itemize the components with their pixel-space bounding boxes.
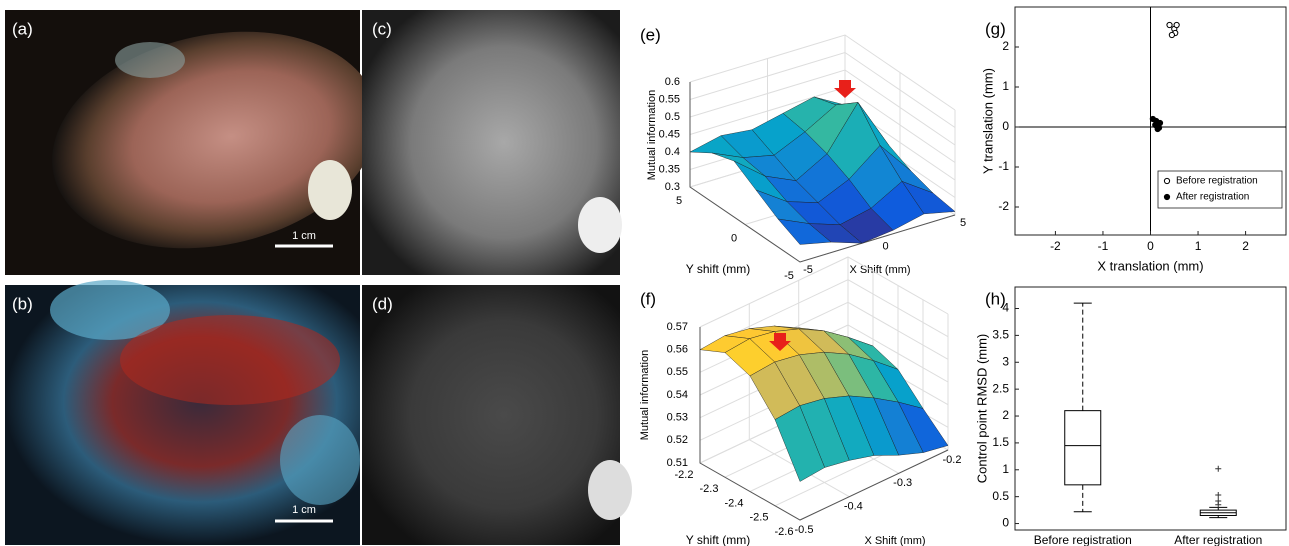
photo-c: (c) [362, 10, 622, 275]
axis-title: Mutual information [639, 350, 651, 441]
y-tick-label: 2 [1002, 39, 1009, 53]
legend-label: Before registration [1176, 176, 1258, 187]
z-tick-label: 0.4 [665, 146, 680, 158]
z-tick-label: 0.54 [667, 389, 688, 401]
legend-marker [1164, 194, 1169, 199]
box [1065, 411, 1101, 485]
x-tick-label: -0.4 [844, 501, 863, 513]
outlier [1215, 492, 1221, 498]
x-tick-label: -2 [1050, 239, 1061, 253]
photo-a: (a) 1 cm [5, 3, 398, 277]
y-tick-label: 5 [676, 195, 682, 207]
axis-title: X Shift (mm) [849, 264, 910, 276]
z-tick-label: 0.55 [659, 93, 680, 105]
z-tick-label: 0.45 [659, 128, 680, 140]
y-tick-label: -2 [998, 199, 1009, 213]
axis-title: X Shift (mm) [864, 535, 925, 546]
x-tick-label: 1 [1195, 239, 1202, 253]
y-tick-label: 2.5 [992, 381, 1009, 395]
plot-frame [1015, 287, 1286, 530]
grid-line [690, 35, 955, 110]
y-tick-label: 0.5 [992, 489, 1009, 503]
y-tick-label: -5 [784, 270, 794, 282]
y-tick-label: 0 [1002, 119, 1009, 133]
z-tick-label: 0.3 [665, 181, 680, 193]
scale-label: 1 cm [292, 504, 316, 516]
x-tick-label: After registration [1174, 533, 1262, 546]
x-tick-label: -0.3 [893, 477, 912, 489]
x-tick-label: 0 [882, 240, 888, 252]
point [1174, 22, 1179, 27]
scale-label: 1 cm [292, 230, 316, 242]
z-tick-label: 0.56 [667, 344, 688, 356]
y-tick-label: -1 [998, 159, 1009, 173]
panel-label: (f) [640, 289, 656, 308]
z-tick-label: 0.53 [667, 412, 688, 424]
axis-title: Y shift (mm) [686, 262, 750, 276]
axis-title: Control point RMSD (mm) [974, 334, 989, 484]
panel-label: (h) [985, 289, 1006, 308]
y-tick-label: 0 [1002, 516, 1009, 530]
x-tick-label: -0.5 [795, 524, 814, 536]
panel-label: (e) [640, 25, 661, 44]
y-tick-label: -2.5 [750, 512, 769, 524]
page: (a) 1 cm (c) (b) 1 cm (d) 0.3 0.35 0.4 0.45… [0, 0, 1289, 546]
y-tick-label: 1 [1002, 79, 1009, 93]
legend-marker [1164, 178, 1169, 183]
photo-b: (b) 1 cm [5, 280, 360, 545]
axis-title: X translation (mm) [1097, 258, 1203, 273]
point [1169, 32, 1174, 37]
axis-title: Mutual information [646, 90, 658, 181]
x-tick-label: 2 [1242, 239, 1249, 253]
axis-title: Y translation (mm) [980, 68, 995, 174]
point [1154, 118, 1159, 123]
axis-title: Y shift (mm) [686, 533, 750, 546]
outlier [1215, 502, 1221, 508]
x-tick-label: 5 [960, 217, 966, 229]
photo-d: (d) [362, 285, 632, 545]
z-tick-label: 0.51 [667, 457, 688, 469]
y-tick-label: -2.6 [775, 526, 794, 538]
outlier [1215, 466, 1221, 472]
point [1167, 22, 1172, 27]
z-tick-label: 0.5 [665, 111, 680, 123]
z-tick-label: 0.52 [667, 434, 688, 446]
point [1156, 125, 1161, 130]
y-tick-label: 0 [731, 232, 737, 244]
x-tick-label: -0.2 [943, 454, 962, 466]
panel-label: (b) [12, 294, 33, 313]
peak-arrow [834, 80, 856, 98]
scatter-plot: -2 -1 0 1 2 -2 -1 0 1 2 Before registration After r… [980, 7, 1286, 273]
surface-plot: 0.51 0.52 0.53 0.54 0.55 0.56 0.57 -0.5 -0.4 -0.3… [639, 257, 962, 546]
y-tick-label: -2.4 [725, 497, 744, 509]
y-tick-label: 3.5 [992, 328, 1009, 342]
x-tick-label: Before registration [1034, 533, 1132, 546]
legend-label: After registration [1176, 192, 1249, 203]
z-tick-label: 0.6 [665, 76, 680, 88]
y-tick-label: 1 [1002, 462, 1009, 476]
z-tick-label: 0.55 [667, 366, 688, 378]
figure: (a) 1 cm (c) (b) 1 cm (d) 0.3 0.35 0.4 0.45… [0, 0, 1289, 546]
y-tick-label: 2 [1002, 408, 1009, 422]
panel-label: (c) [372, 19, 392, 38]
y-tick-label: -2.3 [700, 483, 719, 495]
x-tick-label: 0 [1147, 239, 1154, 253]
x-tick-label: -1 [1098, 239, 1109, 253]
panel-label: (d) [372, 294, 393, 313]
panel-label: (g) [985, 19, 1006, 38]
y-tick-label: -2.2 [675, 469, 694, 481]
y-tick-label: 1.5 [992, 435, 1009, 449]
z-tick-label: 0.35 [659, 163, 680, 175]
y-tick-label: 3 [1002, 354, 1009, 368]
z-tick-label: 0.57 [667, 321, 688, 333]
panel-label: (a) [12, 19, 33, 38]
